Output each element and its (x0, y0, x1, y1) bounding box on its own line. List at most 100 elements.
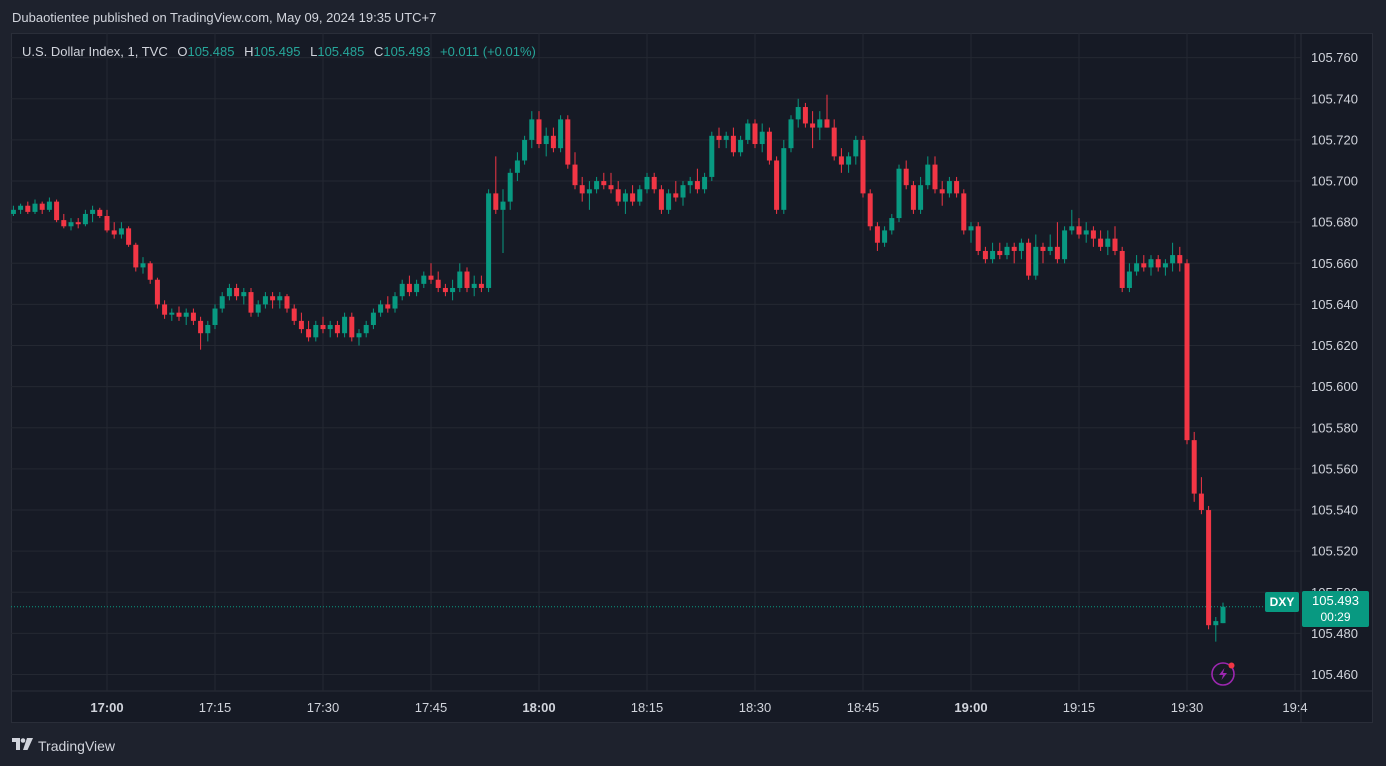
candle-body (133, 244, 139, 268)
candle (147, 261, 153, 284)
candle (90, 205, 96, 223)
candle-body (709, 135, 715, 177)
candle (1184, 259, 1190, 445)
candle (11, 205, 16, 217)
alert-lightning-icon[interactable] (1211, 662, 1235, 686)
candle (399, 279, 405, 301)
candle (874, 222, 880, 251)
candle-body (514, 160, 520, 173)
candle-body (370, 312, 376, 325)
candle-body (421, 275, 427, 284)
candle-body (162, 304, 168, 315)
low-label: L (310, 44, 318, 59)
candle-body (1177, 255, 1183, 264)
candle-body (579, 185, 585, 194)
candle-body (154, 279, 160, 305)
candle (860, 135, 866, 198)
time-axis[interactable]: 17:00 17:15 17:30 17:45 18:00 18:15 18:30 18:45… (90, 700, 1307, 715)
candle-body (874, 226, 880, 243)
candle-body (111, 230, 117, 235)
price-tick-label: 105.600 (1311, 379, 1358, 394)
candle (658, 185, 664, 214)
time-tick-label: 17:45 (415, 700, 448, 715)
candle (572, 152, 578, 190)
candle-body (241, 292, 247, 297)
candle (205, 320, 211, 342)
candle (738, 135, 744, 157)
candle (1090, 226, 1096, 247)
candle-body (298, 320, 304, 330)
candle (716, 127, 722, 149)
candle-body (946, 181, 952, 194)
candle (342, 312, 348, 338)
candles (11, 94, 1226, 642)
candle (219, 292, 225, 313)
candle-body (1018, 242, 1024, 251)
candle-body (313, 324, 319, 338)
candle-body (25, 205, 31, 212)
candle-body (694, 181, 700, 190)
candle-body (97, 209, 103, 217)
candle (25, 201, 31, 214)
candle (1155, 255, 1161, 272)
candle (788, 115, 794, 153)
candle (687, 176, 693, 194)
candle (255, 300, 261, 317)
candle (601, 172, 607, 190)
candle (925, 156, 931, 190)
price-tick-label: 105.660 (1311, 256, 1358, 271)
candle (1098, 230, 1104, 251)
ohlc-legend[interactable]: U.S. Dollar Index, 1, TVC O105.485 H105.… (22, 44, 536, 59)
candle (990, 242, 996, 264)
candle-body (1054, 246, 1060, 260)
symbol-title[interactable]: U.S. Dollar Index, 1, TVC (22, 44, 168, 59)
candle-body (716, 135, 722, 140)
candle-body (118, 228, 124, 235)
candle-body (903, 168, 909, 186)
candle-body (11, 209, 16, 214)
candle (1083, 222, 1089, 243)
candle (306, 320, 312, 342)
candle-body (1105, 238, 1111, 247)
candle (471, 275, 477, 297)
candle-body (82, 213, 88, 225)
candle (1170, 242, 1176, 272)
candle-body (32, 203, 38, 212)
candle (320, 316, 326, 334)
candle-body (1011, 246, 1017, 251)
candle (615, 181, 621, 206)
candle-body (1155, 259, 1161, 268)
candle-body (1098, 238, 1104, 247)
candle (543, 127, 549, 157)
low-value: 105.485 (317, 44, 365, 59)
candle-body (334, 324, 340, 334)
candle (118, 222, 124, 239)
candlestick-chart[interactable]: 105.760 105.740 105.720 105.700 105.680 105.6… (11, 33, 1373, 723)
candle (932, 156, 938, 194)
candle (169, 308, 175, 321)
candle-body (867, 193, 873, 227)
candle (104, 209, 110, 233)
candle-body (1184, 263, 1190, 441)
candle (442, 283, 448, 297)
candle-body (291, 308, 297, 321)
tradingview-logo[interactable]: TradingView (12, 737, 115, 754)
candle-body (450, 287, 456, 293)
candle (882, 226, 888, 247)
price-tick-label: 105.720 (1311, 132, 1358, 147)
candle (1033, 234, 1039, 280)
candle (478, 275, 484, 293)
candle-body (493, 193, 499, 210)
candle-body (212, 308, 218, 325)
candle (262, 292, 268, 309)
candle-body (802, 107, 808, 124)
candle-body (1062, 230, 1068, 260)
candle (867, 189, 873, 231)
last-price-value: 105.493 (1312, 593, 1359, 608)
candle-body (658, 189, 664, 210)
candle-body (745, 123, 751, 140)
candle-body (428, 275, 434, 280)
price-axis[interactable]: 105.760 105.740 105.720 105.700 105.680 105.6… (1311, 50, 1358, 682)
candle-body (219, 296, 225, 309)
candle-body (205, 324, 211, 334)
